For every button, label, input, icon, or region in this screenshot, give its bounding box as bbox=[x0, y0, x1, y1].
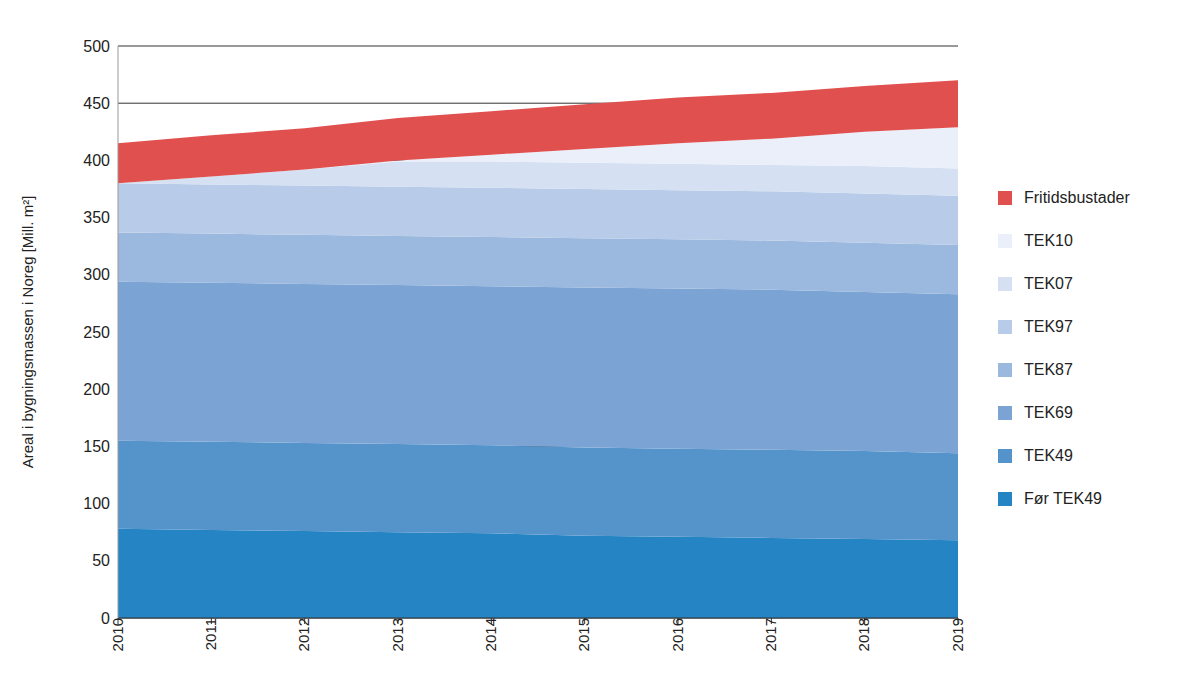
html-text:TEK10: TEK10 bbox=[1024, 231, 1073, 249]
svg-text:0: 0 bbox=[101, 610, 110, 627]
svg-text:350: 350 bbox=[83, 209, 110, 226]
svg-text:2011: 2011 bbox=[202, 618, 219, 650]
svg-text:150: 150 bbox=[83, 438, 110, 455]
svg-text:2016: 2016 bbox=[669, 618, 686, 651]
html-text:Fritidsbustader: Fritidsbustader bbox=[1024, 188, 1130, 206]
svg-text:2017: 2017 bbox=[762, 618, 779, 651]
html-text:TEK49: TEK49 bbox=[1024, 446, 1073, 464]
svg-text:2018: 2018 bbox=[855, 618, 872, 651]
svg-text:50: 50 bbox=[92, 552, 110, 569]
svg-text:2010: 2010 bbox=[109, 618, 126, 651]
svg-text:500: 500 bbox=[83, 38, 110, 55]
html-text:TEK97: TEK97 bbox=[1024, 317, 1073, 335]
html-text:TEK69: TEK69 bbox=[1024, 403, 1073, 421]
svg-text:2012: 2012 bbox=[295, 618, 312, 651]
html-text:TEK07: TEK07 bbox=[1024, 274, 1073, 292]
svg-text:2015: 2015 bbox=[575, 618, 592, 651]
html-text:TEK87: TEK87 bbox=[1024, 360, 1073, 378]
svg-text:100: 100 bbox=[83, 495, 110, 512]
html-text:Før TEK49: Før TEK49 bbox=[1024, 489, 1102, 507]
svg-text:2013: 2013 bbox=[389, 618, 406, 651]
svg-text:400: 400 bbox=[83, 152, 110, 169]
svg-text:250: 250 bbox=[83, 324, 110, 341]
svg-text:2014: 2014 bbox=[482, 618, 499, 651]
svg-text:450: 450 bbox=[83, 95, 110, 112]
svg-text:300: 300 bbox=[83, 266, 110, 283]
svg-text:Areal i bygningsmassen i Noreg: Areal i bygningsmassen i Noreg [Mill. m²… bbox=[19, 196, 36, 469]
svg-text:200: 200 bbox=[83, 381, 110, 398]
svg-text:2019: 2019 bbox=[949, 618, 966, 651]
